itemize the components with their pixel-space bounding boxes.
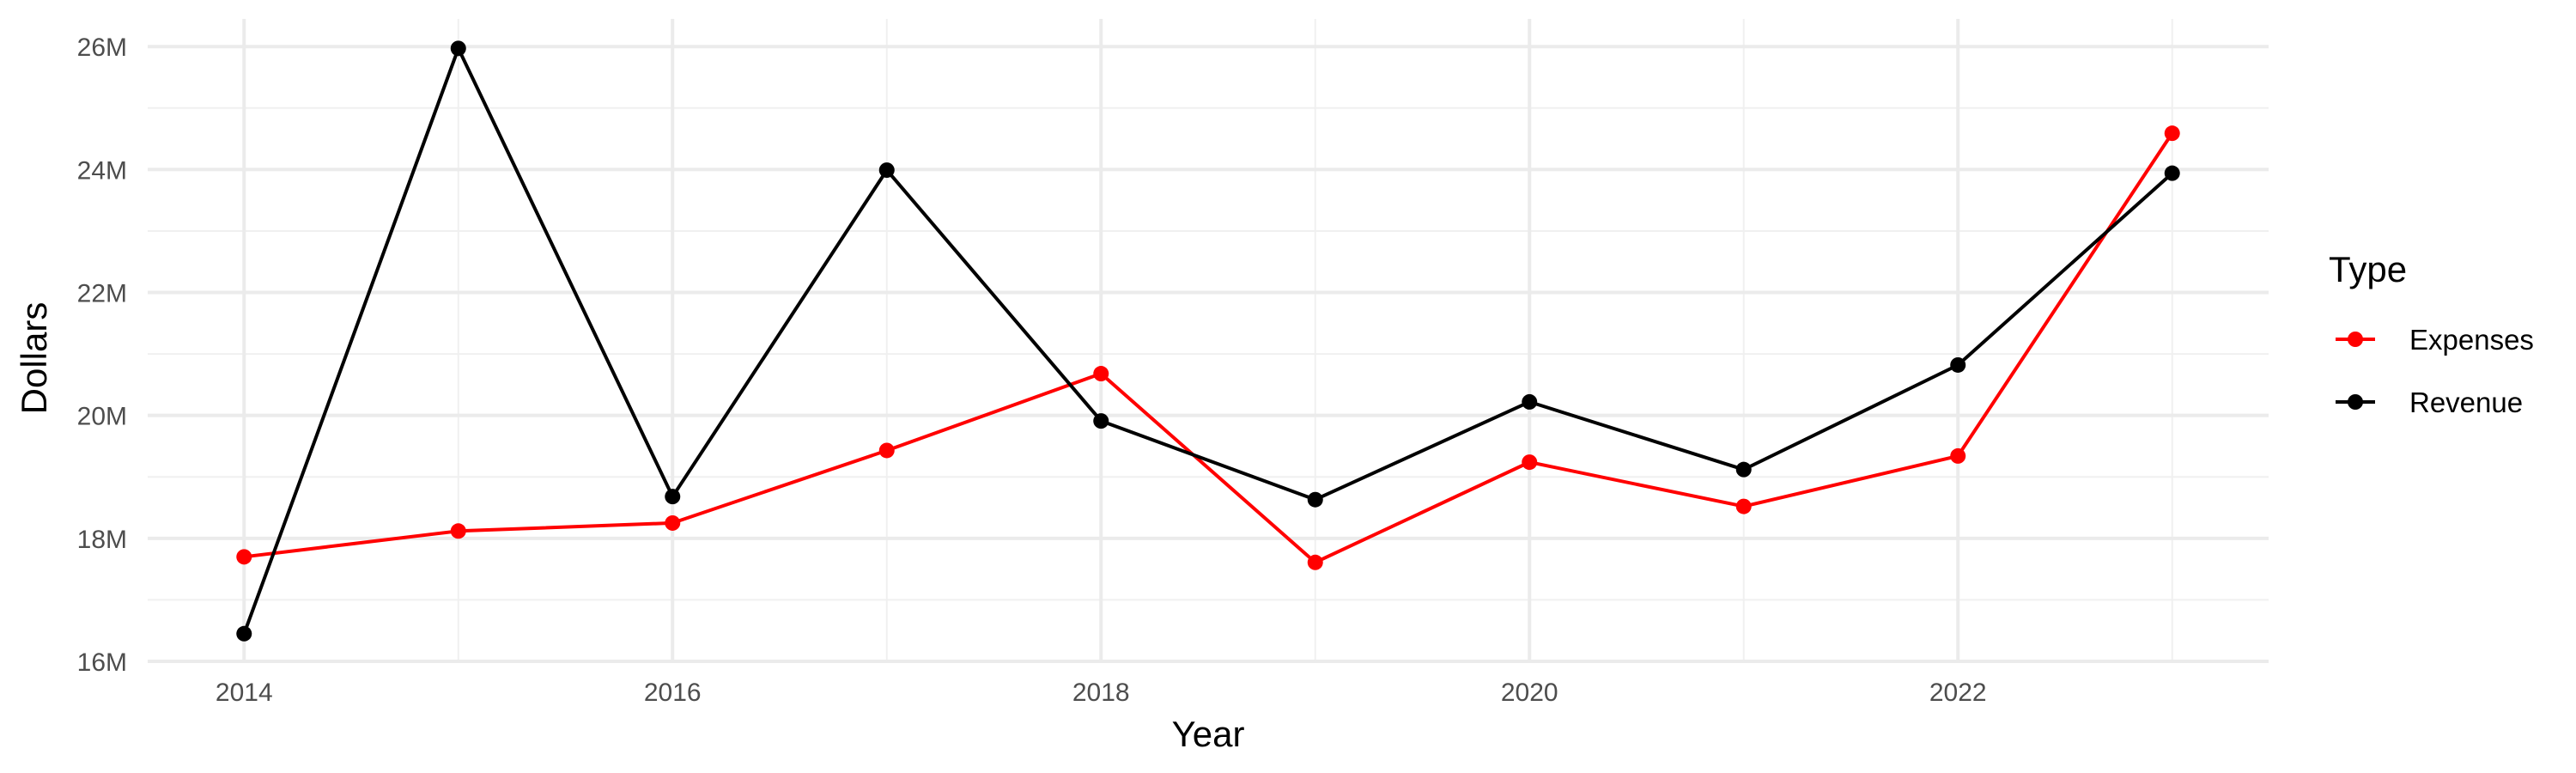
legend-item-expenses: Expenses — [2336, 324, 2534, 356]
x-axis-title: Year — [1172, 714, 1245, 754]
revenue-point — [1307, 491, 1323, 508]
y-tick-label: 20M — [77, 403, 127, 431]
expenses-point — [1307, 554, 1323, 570]
revenue-point — [1950, 356, 1966, 373]
series-revenue — [236, 40, 2180, 642]
expenses-point — [665, 514, 681, 531]
x-tick-label: 2018 — [1072, 679, 1130, 707]
revenue-point — [1735, 461, 1752, 478]
x-tick-label: 2014 — [216, 679, 273, 707]
revenue-point — [665, 489, 681, 505]
expenses-point — [2164, 125, 2180, 142]
y-axis-title: Dollars — [14, 302, 54, 415]
expenses-point — [450, 523, 466, 539]
y-tick-label: 24M — [77, 156, 127, 185]
legend-label: Expenses — [2409, 324, 2534, 356]
legend-label: Revenue — [2409, 386, 2523, 418]
y-axis-ticks: 16M 18M 20M 22M 24M 26M — [77, 33, 127, 677]
revenue-point — [878, 162, 895, 179]
y-tick-label: 26M — [77, 33, 127, 62]
x-tick-label: 2016 — [644, 679, 702, 707]
legend-key-point — [2348, 332, 2363, 347]
y-tick-label: 22M — [77, 280, 127, 308]
revenue-point — [1093, 413, 1109, 429]
legend: Type Expenses Revenue — [2329, 249, 2534, 418]
legend-items: Expenses Revenue — [2336, 324, 2534, 418]
series-layer — [236, 40, 2180, 642]
legend-item-revenue: Revenue — [2336, 386, 2523, 418]
expenses-point — [1735, 498, 1752, 514]
y-tick-label: 18M — [77, 526, 127, 554]
revenue-line — [242, 46, 2174, 635]
x-tick-label: 2020 — [1501, 679, 1558, 707]
y-tick-label: 16M — [77, 648, 127, 677]
expenses-point — [236, 549, 252, 565]
expenses-point — [878, 442, 895, 459]
revenue-point — [1522, 393, 1538, 410]
minor-gridlines — [148, 19, 2269, 661]
revenue-point — [2164, 165, 2180, 181]
expenses-point — [1950, 447, 1966, 464]
legend-key-point — [2348, 394, 2363, 410]
major-gridlines — [148, 19, 2269, 663]
revenue-point — [450, 40, 466, 57]
series-expenses — [236, 125, 2180, 570]
x-axis-ticks: 2014 2016 2018 2020 2022 — [216, 679, 1987, 707]
x-tick-label: 2022 — [1929, 679, 1987, 707]
legend-title: Type — [2329, 249, 2407, 289]
revenue-point — [236, 625, 252, 642]
expenses-point — [1522, 454, 1538, 471]
expenses-line — [244, 131, 2174, 564]
expenses-point — [1093, 366, 1109, 382]
